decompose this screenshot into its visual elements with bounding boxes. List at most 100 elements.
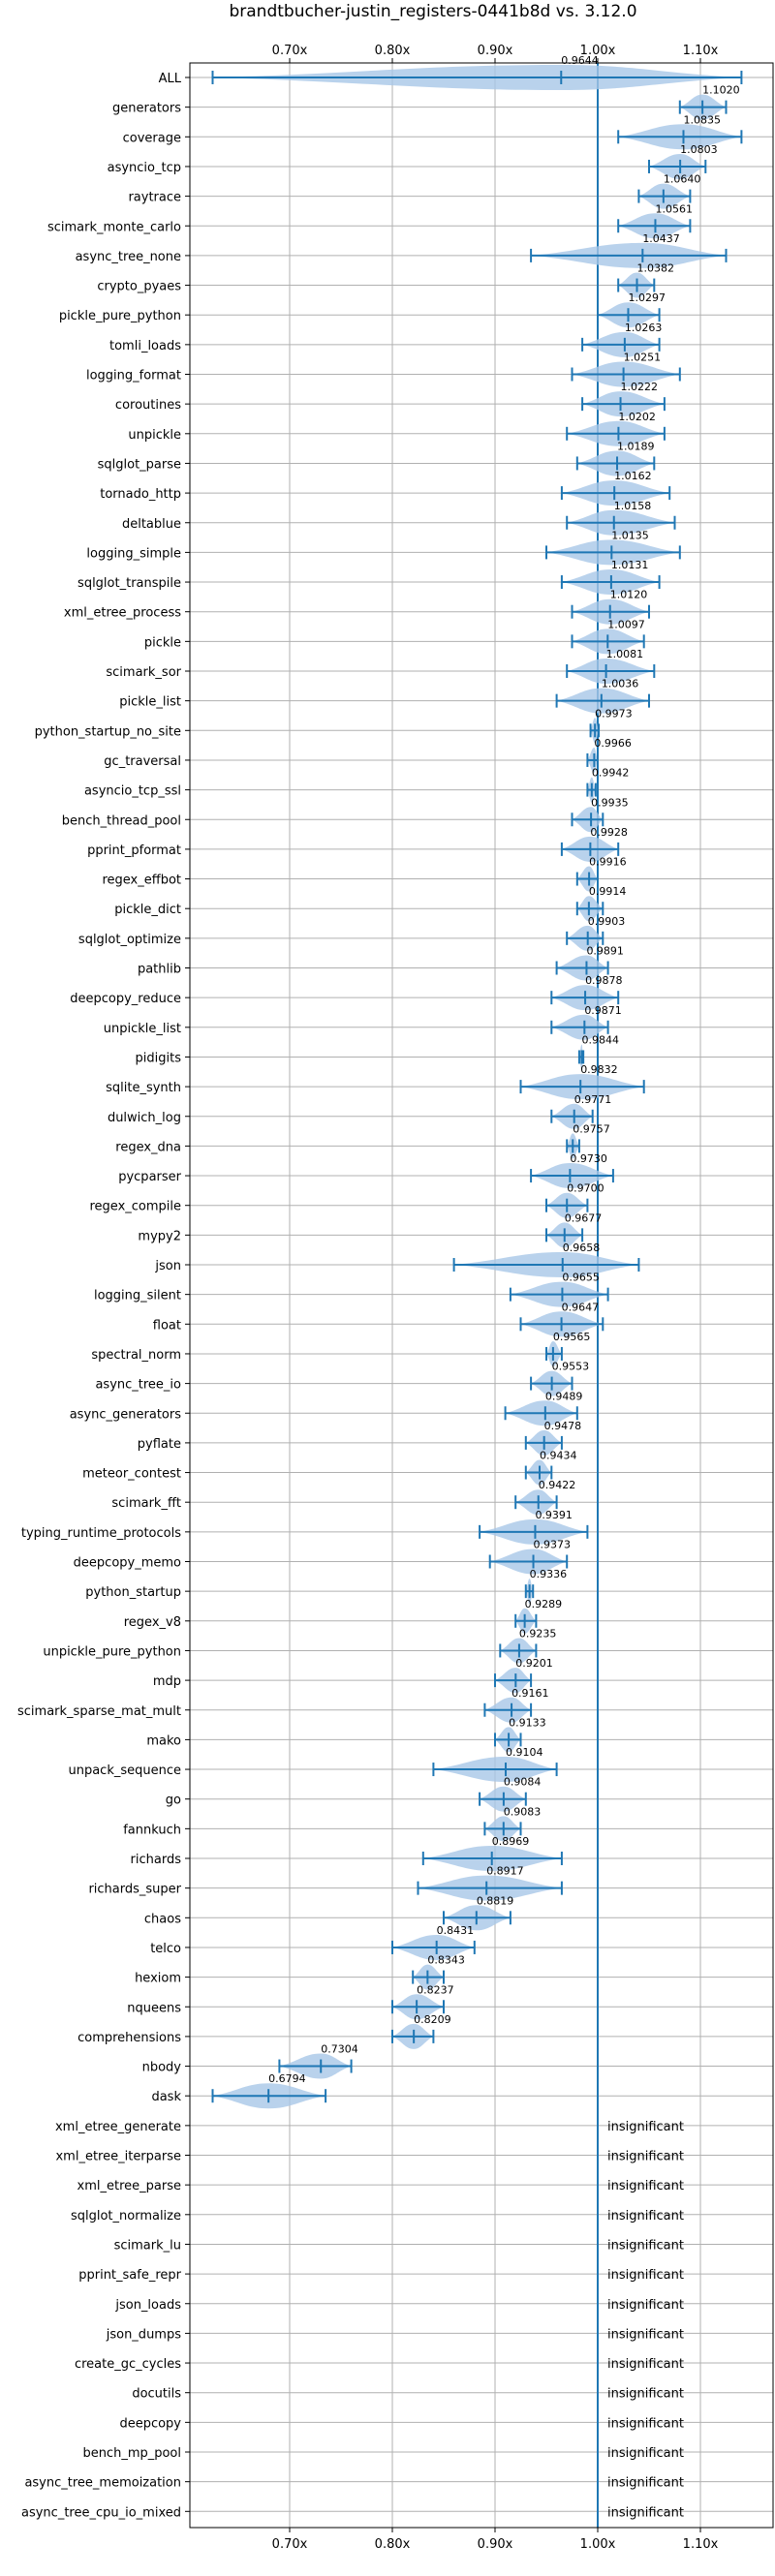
category-label: unpickle_pure_python: [43, 1644, 181, 1659]
value-label: 1.0382: [636, 262, 674, 275]
category-label: pycparser: [118, 1170, 181, 1184]
category-label: pickle_list: [119, 695, 181, 710]
label-layer: 0.70x 0.70x 0.80x 0.80x 0.90x 0.90x 1.00x 1.00x…: [17, 44, 740, 2552]
value-label: 0.9871: [584, 1004, 622, 1017]
insignificant-label: insignificant: [607, 2476, 684, 2491]
category-label: regex_effbot: [102, 874, 181, 888]
insignificant-label: insignificant: [607, 2446, 684, 2461]
category-label: go: [166, 1794, 181, 1808]
category-label: json_loads: [114, 2298, 181, 2313]
category-label: pprint_pformat: [87, 843, 181, 858]
x-tick-label-bottom: 0.70x: [272, 2537, 308, 2552]
value-label: 0.9235: [519, 1627, 557, 1640]
category-label: deepcopy: [119, 2416, 181, 2431]
value-label: 0.8237: [417, 1983, 454, 1996]
value-label: 0.9771: [574, 1093, 612, 1106]
value-label: 1.0222: [621, 381, 659, 393]
category-label: async_tree_cpu_io_mixed: [21, 2505, 181, 2520]
value-label: 0.9914: [589, 885, 627, 898]
category-label: xml_etree_parse: [78, 2179, 181, 2193]
value-label: 1.0135: [611, 529, 649, 541]
value-label: 1.0202: [618, 411, 656, 423]
value-label: 1.0120: [610, 589, 648, 601]
insignificant-label: insignificant: [607, 2120, 684, 2134]
value-label: 1.0263: [625, 322, 663, 334]
category-label: mako: [146, 1733, 181, 1748]
category-label: spectral_norm: [91, 1348, 181, 1363]
value-label: 0.8431: [437, 1924, 475, 1937]
value-label: 1.0097: [607, 618, 645, 630]
insignificant-label: insignificant: [607, 2505, 684, 2520]
category-label: hexiom: [135, 1972, 181, 1986]
category-label: mdp: [153, 1674, 181, 1689]
category-label: richards: [131, 1853, 182, 1867]
category-label: dulwich_log: [108, 1111, 181, 1125]
value-label: 0.9478: [544, 1420, 582, 1432]
value-label: 1.0297: [628, 291, 666, 304]
value-label: 0.9677: [565, 1211, 603, 1224]
category-label: pickle_pure_python: [59, 309, 181, 323]
category-label: pidigits: [136, 1051, 182, 1065]
category-label: comprehensions: [78, 2031, 181, 2045]
value-label: 0.8343: [427, 1954, 465, 1967]
value-label: 1.0803: [680, 143, 718, 156]
category-label: pprint_safe_repr: [78, 2268, 181, 2283]
category-label: asyncio_tcp_ssl: [84, 784, 181, 799]
category-label: nqueens: [127, 2001, 181, 2015]
value-label: 0.9083: [504, 1805, 542, 1818]
value-label: 1.0189: [617, 440, 655, 452]
category-label: dask: [151, 2090, 181, 2104]
category-label: mypy2: [138, 1229, 181, 1243]
category-label: meteor_contest: [82, 1467, 181, 1482]
category-label: json: [154, 1259, 181, 1273]
value-label: 0.8917: [486, 1865, 524, 1878]
value-label: 0.9655: [562, 1272, 600, 1284]
value-label: 1.0437: [642, 232, 680, 245]
category-label: ALL: [159, 72, 182, 86]
category-label: coroutines: [115, 398, 181, 413]
value-label: 0.6794: [268, 2072, 306, 2085]
value-label: 0.9104: [506, 1746, 543, 1759]
category-label: deepcopy_reduce: [70, 992, 181, 1006]
value-label: 1.0251: [624, 352, 662, 364]
value-label: 0.9935: [591, 796, 629, 809]
insignificant-label: insignificant: [607, 2327, 684, 2342]
category-label: docutils: [132, 2387, 181, 2402]
category-label: float: [153, 1318, 181, 1333]
category-label: tornado_http: [100, 487, 181, 502]
category-label: pickle_dict: [114, 903, 181, 917]
insignificant-label: insignificant: [607, 2150, 684, 2164]
category-label: coverage: [123, 131, 181, 145]
category-label: richards_super: [88, 1883, 181, 1897]
category-label: sqlglot_normalize: [71, 2209, 181, 2223]
category-label: unpack_sequence: [68, 1763, 181, 1778]
value-label: 1.0835: [684, 113, 722, 126]
value-label: 0.9928: [590, 826, 628, 839]
value-label: 0.9832: [580, 1063, 618, 1076]
value-label: 1.0561: [655, 202, 693, 215]
category-label: deepcopy_memo: [74, 1556, 181, 1571]
value-label: 0.9161: [512, 1687, 549, 1700]
value-label: 0.9878: [585, 974, 623, 987]
x-tick-label-bottom: 0.80x: [375, 2537, 411, 2552]
insignificant-label: insignificant: [607, 2298, 684, 2313]
insignificant-label: insignificant: [607, 2387, 684, 2402]
grid-layer: [185, 58, 773, 2532]
x-tick-label-bottom: 1.00x: [580, 2537, 616, 2552]
category-label: unpickle: [128, 428, 181, 443]
category-label: deltablue: [122, 517, 181, 532]
value-label: 0.8819: [477, 1894, 513, 1907]
value-label: 0.9700: [567, 1182, 604, 1195]
value-label: 1.0131: [611, 559, 649, 571]
category-label: regex_dna: [115, 1140, 181, 1154]
plot-frame: [189, 62, 774, 2529]
value-label: 0.9644: [561, 54, 599, 67]
category-label: async_tree_none: [76, 250, 181, 264]
value-label: 0.9966: [594, 737, 632, 750]
value-label: 1.0158: [614, 500, 652, 512]
category-label: crypto_pyaes: [97, 280, 181, 294]
category-label: sqlglot_parse: [98, 457, 181, 472]
x-tick-label-bottom: 1.10x: [683, 2537, 719, 2552]
value-label: 0.9916: [589, 856, 627, 869]
